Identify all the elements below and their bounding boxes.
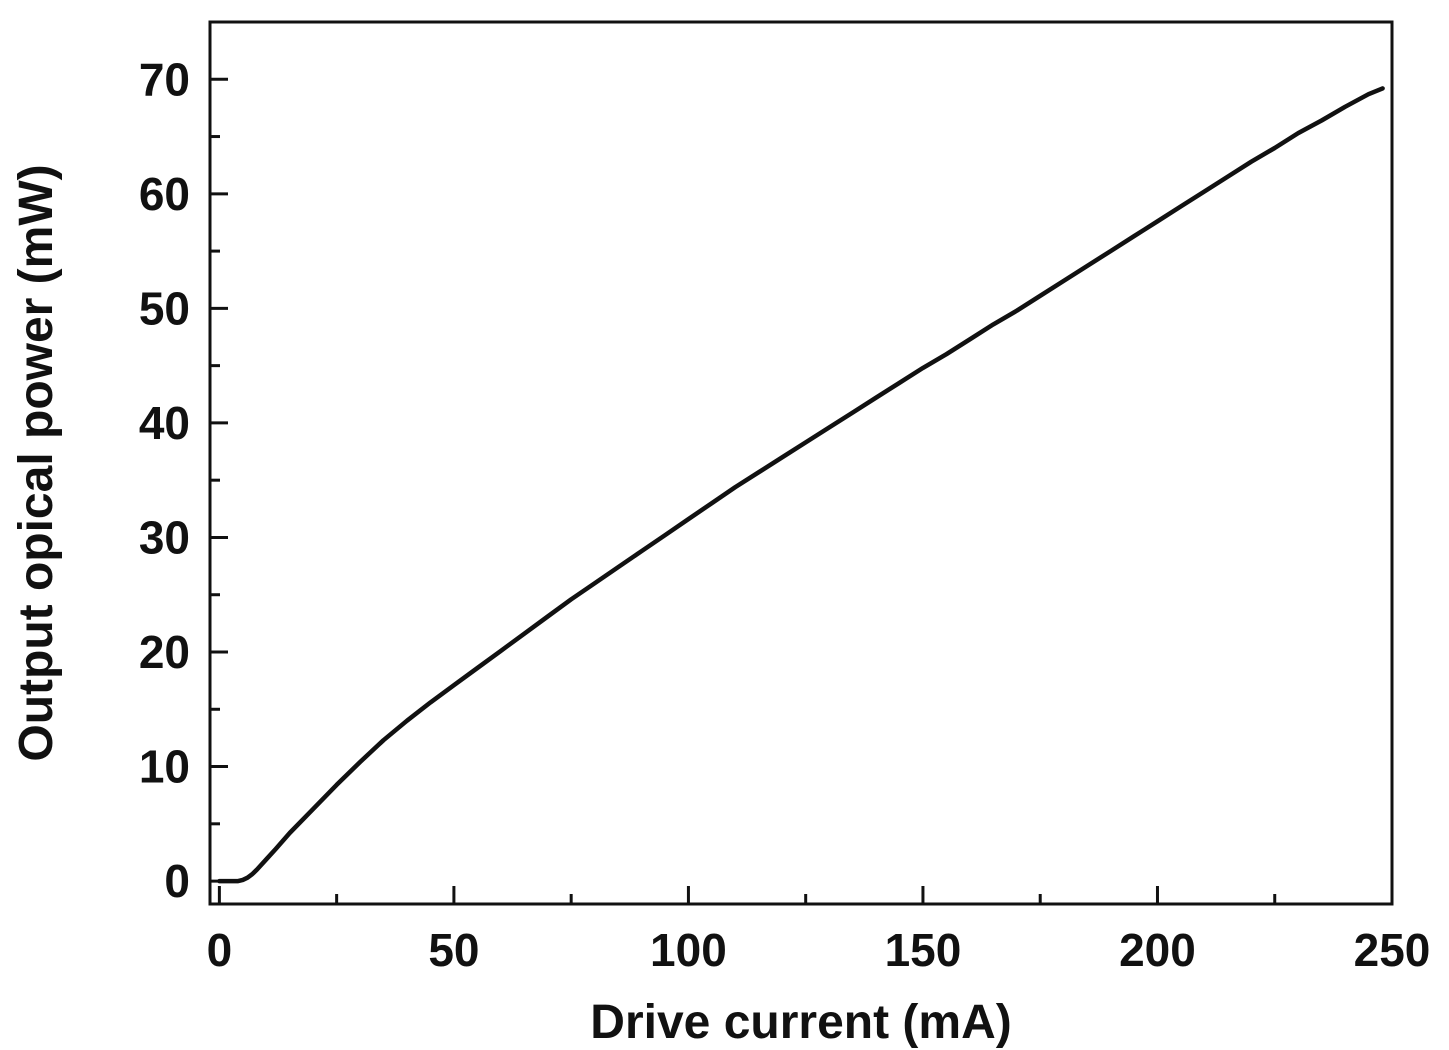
y-tick-label: 0 — [164, 855, 190, 907]
y-tick-label: 10 — [139, 741, 190, 793]
y-tick-label: 40 — [139, 397, 190, 449]
x-tick-label: 200 — [1119, 924, 1196, 976]
plot-frame — [208, 20, 1394, 906]
series-layer — [217, 86, 1385, 884]
x-tick-label: 50 — [428, 924, 479, 976]
y-tick-label: 20 — [139, 626, 190, 678]
x-axis-title: Drive current (mA) — [590, 996, 1011, 1049]
tick-labels-layer: 0 50 100 150 200 250 0 10 20 30 40 50 60 70 — [139, 53, 1431, 976]
y-tick-label: 50 — [139, 282, 190, 334]
y-tick-label: 60 — [139, 168, 190, 220]
y-axis-title: Output opical power (mW) — [10, 164, 63, 761]
x-tick-label: 100 — [650, 924, 727, 976]
x-tick-label: 250 — [1354, 924, 1431, 976]
y-tick-label: 70 — [139, 53, 190, 105]
y-tick-label: 30 — [139, 511, 190, 563]
x-tick-label: 150 — [885, 924, 962, 976]
series-line — [217, 86, 1385, 884]
x-tick-label: 0 — [207, 924, 233, 976]
